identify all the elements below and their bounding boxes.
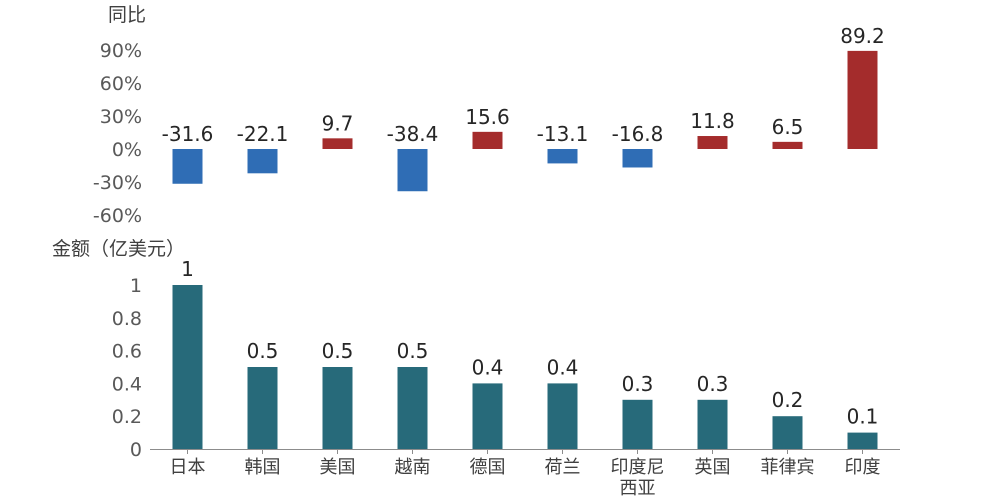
bottom-bar [397, 367, 428, 449]
bottom-ytick-label: 1 [130, 275, 142, 297]
top-ytick-label: 30% [100, 106, 142, 128]
bottom-data-label: 0.4 [547, 355, 579, 379]
top-data-label: -38.4 [387, 122, 439, 146]
top-bar [622, 149, 653, 168]
top-data-label: 11.8 [690, 109, 735, 133]
bottom-data-label: 1 [181, 257, 194, 281]
top-bar [697, 136, 728, 149]
top-bar [547, 149, 578, 164]
top-data-label: 15.6 [465, 105, 510, 129]
top-chart-ylabel: 同比 [108, 4, 146, 26]
bottom-ytick-label: 0.6 [112, 341, 142, 363]
x-category-label: 菲律宾 [761, 457, 815, 478]
top-bar [397, 149, 428, 192]
bottom-data-label: 0.2 [772, 388, 804, 412]
top-data-label: -13.1 [537, 122, 589, 146]
top-bar [322, 138, 353, 149]
bottom-bar [697, 399, 728, 449]
x-category-label: 韩国 [245, 457, 281, 478]
x-category-label: 德国 [470, 457, 506, 478]
x-category-label: 西亚 [620, 478, 656, 499]
bottom-data-label: 0.3 [622, 372, 654, 396]
bottom-data-label: 0.1 [847, 405, 879, 429]
top-bar [247, 149, 278, 174]
bottom-ytick-label: 0.2 [112, 406, 142, 428]
bottom-data-label: 0.5 [247, 339, 279, 363]
x-category-label: 印度尼 [611, 457, 665, 478]
top-data-label: 9.7 [322, 111, 354, 135]
top-ytick-label: -60% [93, 205, 142, 227]
x-category-label: 印度 [845, 457, 881, 478]
bottom-bar [622, 399, 653, 449]
bottom-bar [172, 285, 203, 449]
bottom-ytick-label: 0 [130, 439, 142, 461]
bottom-ytick-label: 0.8 [112, 308, 142, 330]
x-category-label: 越南 [395, 457, 431, 478]
x-category-label: 美国 [320, 457, 356, 478]
x-category-label: 日本 [170, 457, 206, 478]
top-data-label: -22.1 [237, 122, 289, 146]
bottom-bar [772, 416, 803, 449]
top-data-label: -16.8 [612, 122, 664, 146]
x-category-label: 荷兰 [545, 457, 581, 478]
top-data-label: 6.5 [772, 115, 804, 139]
bottom-bar [847, 432, 878, 449]
bottom-ytick-label: 0.4 [112, 373, 142, 395]
x-category-label: 英国 [695, 457, 731, 478]
top-bar [772, 141, 803, 149]
bottom-bar [322, 367, 353, 449]
top-bar [472, 131, 503, 149]
bottom-bar [247, 367, 278, 449]
bottom-chart-ylabel: 金额（亿美元） [52, 238, 185, 260]
bottom-bar [472, 383, 503, 449]
top-ytick-label: 60% [100, 73, 142, 95]
bottom-bar [547, 383, 578, 449]
top-ytick-label: 0% [112, 139, 142, 161]
top-data-label: -31.6 [162, 122, 214, 146]
bottom-data-label: 0.3 [697, 372, 729, 396]
top-bar [172, 149, 203, 184]
top-ytick-label: -30% [93, 172, 142, 194]
bottom-data-label: 0.4 [472, 355, 504, 379]
top-ytick-label: 90% [100, 40, 142, 62]
bottom-data-label: 0.5 [397, 339, 429, 363]
top-bar [847, 50, 878, 149]
bottom-data-label: 0.5 [322, 339, 354, 363]
top-data-label: 89.2 [840, 24, 885, 48]
